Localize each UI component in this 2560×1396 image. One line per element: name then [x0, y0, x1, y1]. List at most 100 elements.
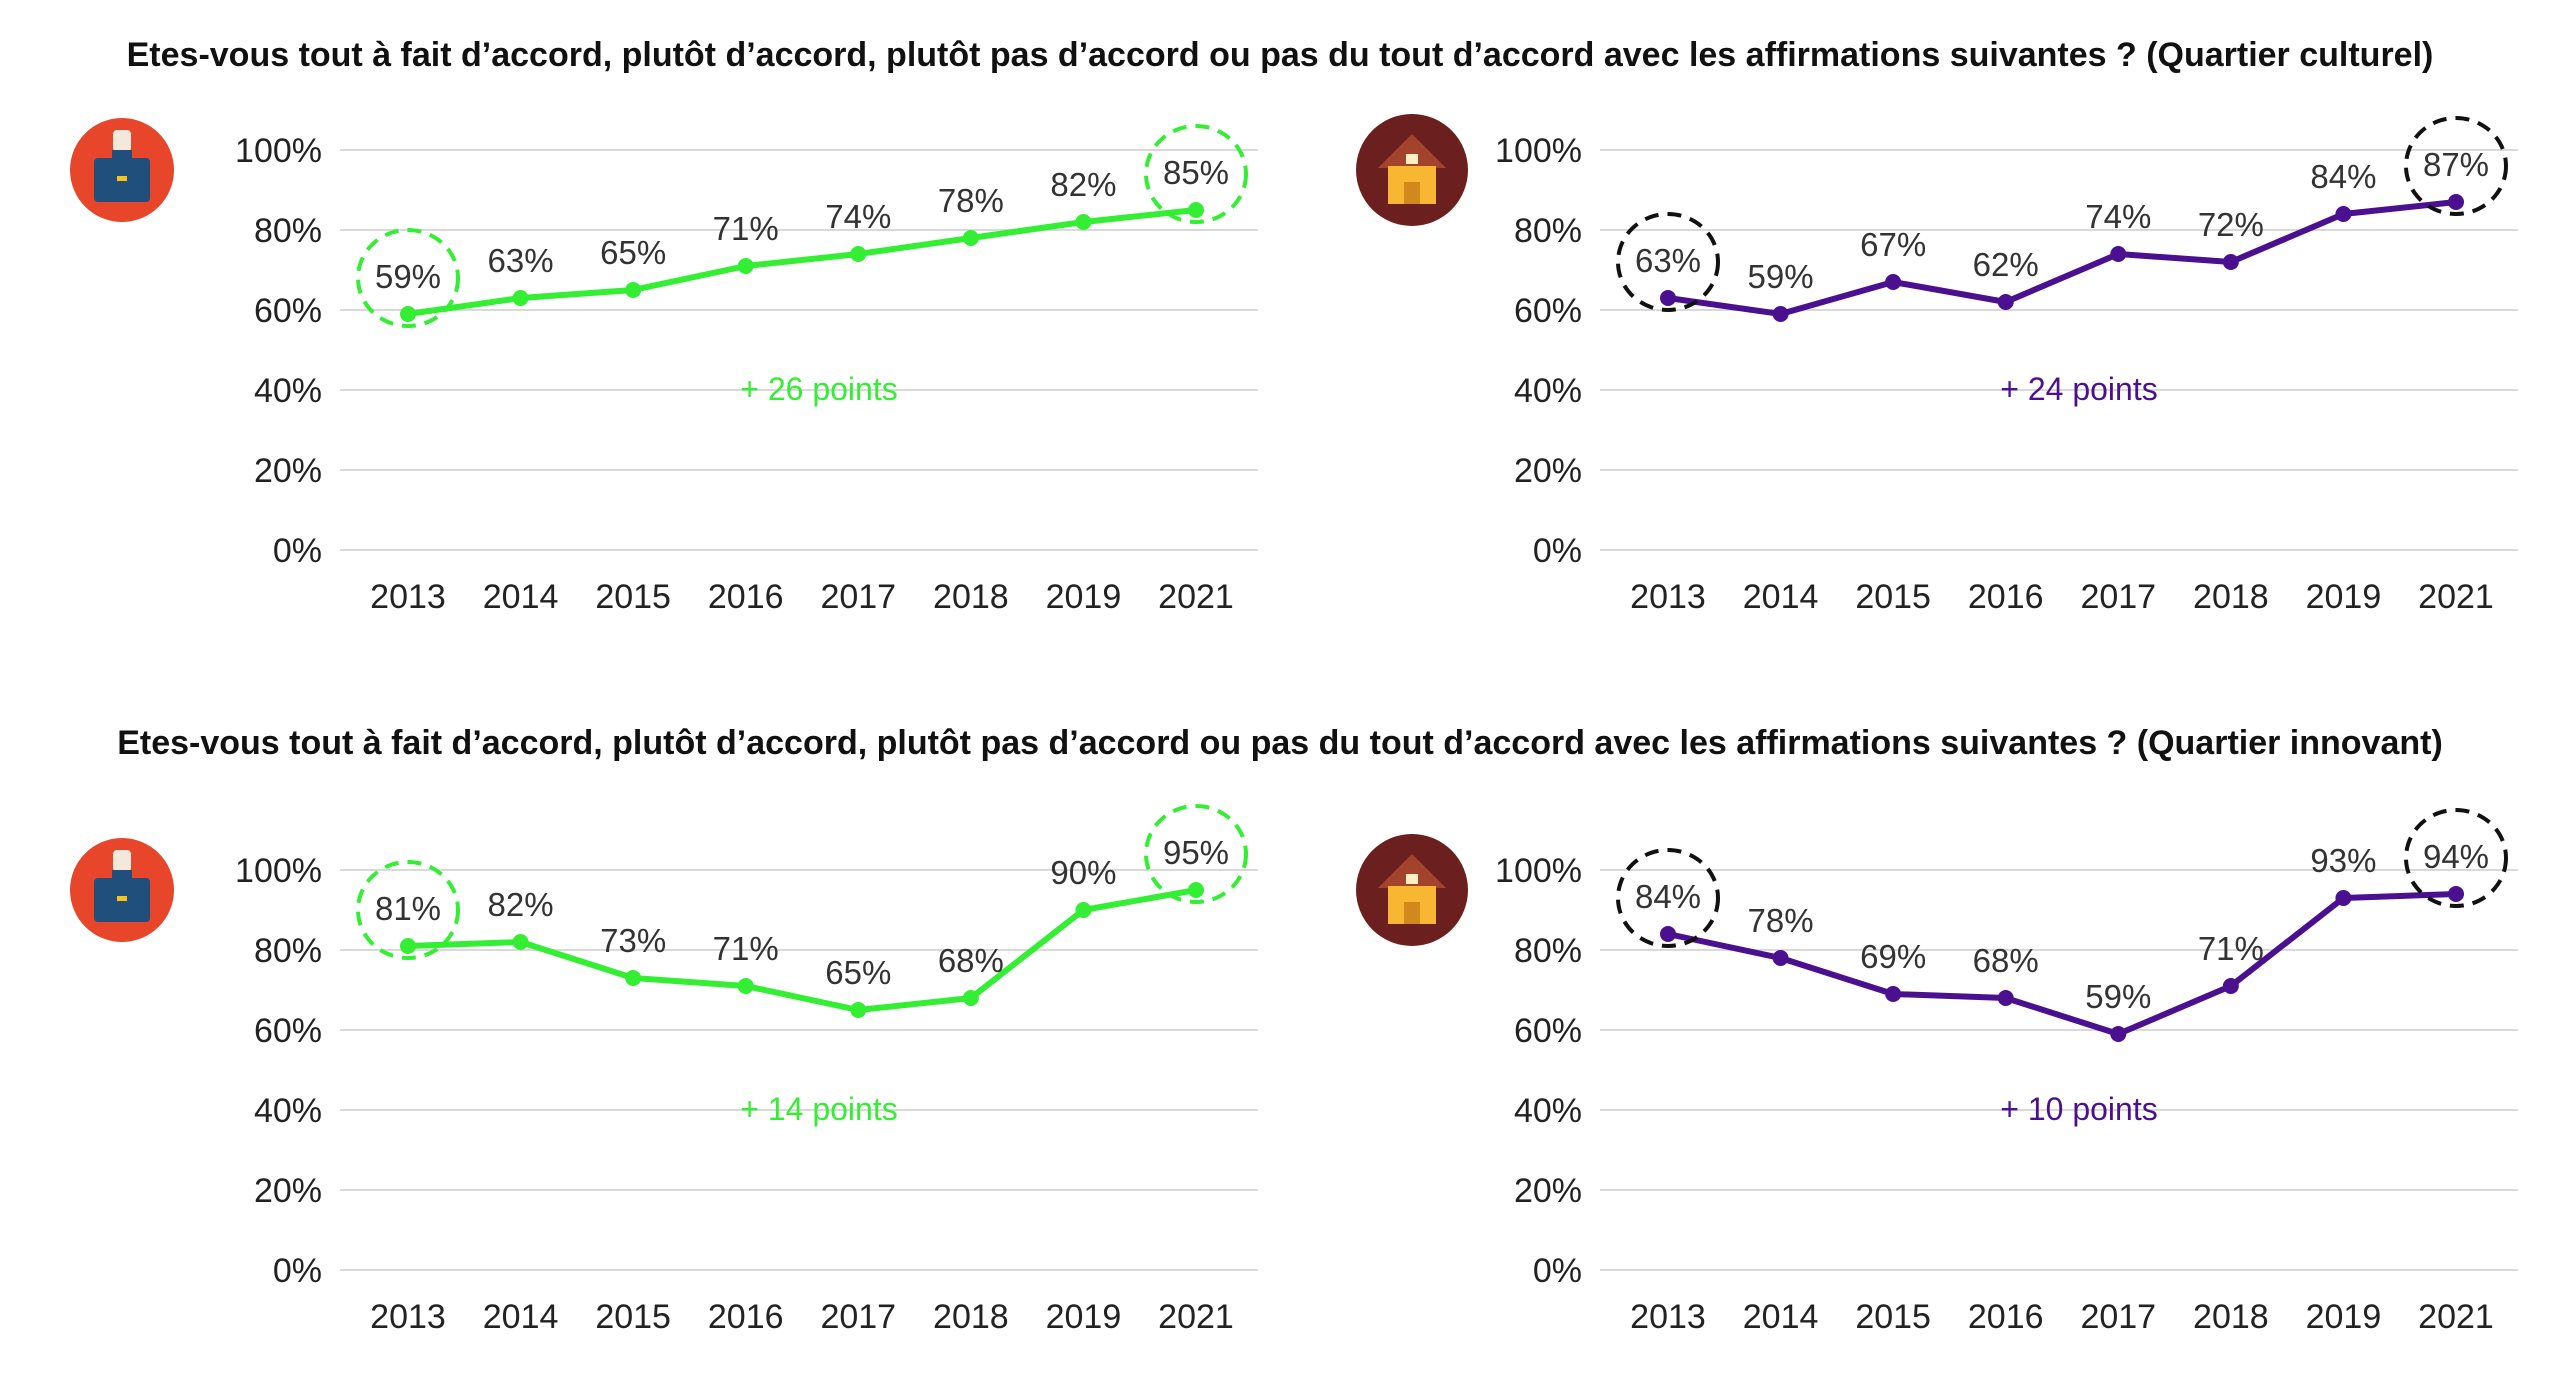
data-point: [1188, 882, 1204, 898]
x-tick-label: 2013: [1630, 578, 1706, 616]
y-tick-label: 40%: [254, 372, 322, 410]
series-line: [405, 887, 1199, 1013]
data-label: 68%: [1973, 942, 2039, 979]
chart-svg-cultural-left: 0% 20% 40% 60% 80% 100% 2013 2014 2015 2016 2017 20…: [70, 118, 1258, 616]
data-label: 74%: [825, 198, 891, 235]
data-label: 87%: [2423, 146, 2489, 183]
data-label: 84%: [1635, 878, 1701, 915]
data-point: [962, 230, 979, 246]
data-label: 90%: [1050, 854, 1116, 891]
data-label: 59%: [1748, 258, 1814, 295]
y-tick-label: 20%: [1514, 452, 1582, 490]
data-label: 68%: [938, 942, 1004, 979]
data-point: [2110, 246, 2127, 262]
data-label: 63%: [1635, 242, 1701, 279]
data-point: [2335, 206, 2352, 222]
x-tick-label: 2017: [820, 1298, 896, 1336]
data-point: [1075, 902, 1092, 918]
data-point: [1660, 290, 1676, 306]
data-label: 84%: [2310, 158, 2376, 195]
highlight-circle: [1144, 804, 1248, 904]
data-label: 78%: [1748, 902, 1814, 939]
chart-svg-cultural-right: 0% 20% 40% 60% 80% 100% 2013 2014 2015 2016 2017 20…: [1356, 114, 2518, 616]
data-point: [2110, 1026, 2127, 1042]
x-tick-label: 2017: [820, 578, 896, 616]
y-tick-label: 20%: [254, 452, 322, 490]
x-tick-label: 2014: [483, 1298, 559, 1336]
x-tick-label: 2019: [1046, 1298, 1122, 1336]
data-point: [2448, 194, 2464, 210]
data-label: 71%: [713, 210, 779, 247]
y-tick-label: 100%: [235, 132, 322, 170]
data-point: [1885, 274, 1902, 290]
y-tick-label: 100%: [1495, 132, 1582, 170]
y-tick-label: 0%: [1533, 1252, 1582, 1290]
x-tick-label: 2021: [2418, 578, 2494, 616]
data-label: 78%: [938, 182, 1004, 219]
data-point: [400, 938, 416, 954]
data-label: 72%: [2198, 206, 2264, 243]
data-point: [400, 306, 416, 322]
data-label: 71%: [713, 930, 779, 967]
x-tick-label: 2017: [2080, 578, 2156, 616]
data-label: 69%: [1860, 938, 1926, 975]
highlight-circle: [1616, 212, 1720, 312]
data-point: [1188, 202, 1204, 218]
y-tick-label: 80%: [1514, 932, 1582, 970]
x-tick-label: 2021: [1158, 578, 1234, 616]
data-label: 94%: [2423, 838, 2489, 875]
data-point: [1075, 214, 1092, 230]
y-tick-label: 0%: [273, 1252, 322, 1290]
data-point: [625, 282, 642, 298]
x-tick-label: 2015: [595, 578, 671, 616]
x-tick-label: 2016: [1968, 578, 2044, 616]
y-tick-label: 100%: [1495, 852, 1582, 890]
x-tick-label: 2013: [370, 578, 446, 616]
data-point: [850, 246, 867, 262]
data-label: 65%: [600, 234, 666, 271]
data-point: [1772, 306, 1789, 322]
x-tick-label: 2016: [1968, 1298, 2044, 1336]
data-point: [2448, 886, 2464, 902]
highlight-circle: [356, 860, 460, 960]
delta-annotation: + 24 points: [2000, 371, 2157, 407]
delta-annotation: + 26 points: [740, 371, 897, 407]
series-line: [1665, 199, 2459, 317]
x-tick-label: 2014: [1743, 1298, 1819, 1336]
highlight-circle: [356, 228, 460, 328]
x-tick-label: 2014: [1743, 578, 1819, 616]
data-label: 63%: [488, 242, 554, 279]
chart-svg-innovative-left: 0% 20% 40% 60% 80% 100% 2013 2014 2015 2016 2017 20…: [70, 804, 1258, 1336]
data-point: [2222, 254, 2239, 270]
delta-annotation: + 10 points: [2000, 1091, 2157, 1127]
series-line: [1665, 891, 2459, 1037]
y-tick-label: 0%: [273, 532, 322, 570]
x-tick-label: 2018: [2193, 1298, 2269, 1336]
x-tick-label: 2021: [1158, 1298, 1234, 1336]
data-label: 81%: [375, 890, 441, 927]
y-tick-label: 20%: [1514, 1172, 1582, 1210]
house-icon: [1356, 114, 1468, 226]
data-label: 62%: [1973, 246, 2039, 283]
data-label: 65%: [825, 954, 891, 991]
data-label: 71%: [2198, 930, 2264, 967]
x-tick-label: 2018: [933, 1298, 1009, 1336]
data-point: [625, 970, 642, 986]
y-tick-label: 80%: [1514, 212, 1582, 250]
data-point: [1885, 986, 1902, 1002]
x-tick-label: 2019: [2306, 1298, 2382, 1336]
y-tick-label: 80%: [254, 212, 322, 250]
y-tick-label: 40%: [1514, 1092, 1582, 1130]
house-icon: [1356, 834, 1468, 946]
delta-annotation: + 14 points: [740, 1091, 897, 1127]
y-tick-label: 20%: [254, 1172, 322, 1210]
y-tick-label: 100%: [235, 852, 322, 890]
series-line: [405, 207, 1199, 317]
y-tick-label: 60%: [1514, 1012, 1582, 1050]
y-tick-label: 60%: [1514, 292, 1582, 330]
x-tick-label: 2018: [2193, 578, 2269, 616]
x-tick-label: 2013: [370, 1298, 446, 1336]
data-label: 59%: [375, 258, 441, 295]
data-point: [512, 290, 529, 306]
data-point: [962, 990, 979, 1006]
